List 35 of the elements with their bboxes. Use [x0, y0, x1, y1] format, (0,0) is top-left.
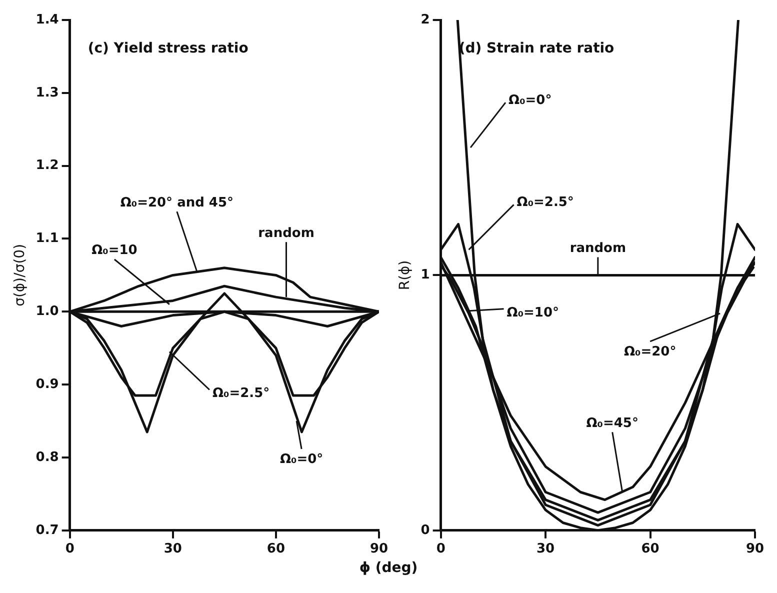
text: (d) Strain rate ratio: [458, 40, 615, 57]
x-tick-label: 60: [641, 542, 660, 557]
y-tick-label: 0.8: [36, 450, 59, 465]
annotation: Ω₀=2.5°: [516, 195, 574, 210]
x-tick-label: 30: [164, 542, 182, 557]
y-tick-label: 0: [420, 522, 430, 538]
annotation: Ω₀=20°: [624, 344, 676, 360]
y-tick-label: 1.2: [36, 158, 59, 174]
x-tick-label: 0: [65, 542, 74, 557]
x-tick-label: 0: [436, 542, 446, 557]
y-tick-label: 0.9: [36, 376, 59, 392]
y-tick-label: 1.0: [36, 304, 59, 320]
x-tick-label: 90: [370, 542, 388, 557]
y-tick-label: 0.7: [36, 522, 59, 538]
x-tick-label: 90: [746, 542, 764, 557]
annotation: random: [570, 241, 626, 256]
x-tick-label: 30: [536, 542, 555, 557]
y-tick-label: 1.1: [36, 231, 59, 246]
annotation: Ω₀=20° and 45°: [120, 195, 234, 210]
annotation: Ω₀=0°: [508, 92, 552, 108]
x-axis-title: ϕ (deg): [358, 560, 419, 576]
annotation: random: [258, 226, 314, 241]
x-tick-label: 60: [266, 542, 285, 557]
annotation: Ω₀=2.5°: [212, 386, 270, 402]
text: (c) Yield stress ratio: [88, 40, 249, 57]
annotation: Ω₀=45°: [586, 416, 638, 431]
y-tick-label: 1: [420, 268, 430, 283]
y-axis-title: σ(ϕ)/σ(0): [12, 244, 28, 306]
annotation: Ω₀=10: [92, 243, 138, 258]
y-tick-label: 1.3: [36, 85, 59, 100]
y-tick-label: 2: [420, 12, 430, 28]
y-tick-label: 1.4: [36, 12, 59, 28]
annotation: Ω₀=0°: [280, 452, 324, 467]
y-axis-title: R(ϕ): [397, 260, 414, 290]
annotation: Ω₀=10°: [506, 305, 560, 320]
